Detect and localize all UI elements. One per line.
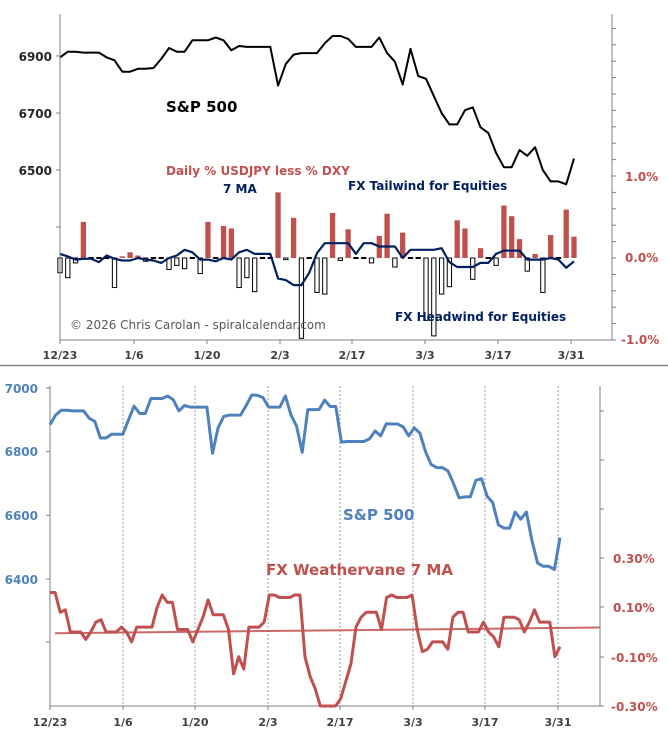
bottom-date-2-3: 2/3: [258, 716, 277, 729]
fx-bar: [330, 213, 335, 258]
top-ma-label: 7 MA: [223, 182, 257, 196]
bottom-fx-line: [50, 593, 560, 707]
fx-bar: [96, 257, 101, 259]
fx-bar: [439, 258, 443, 294]
fx-bar: [66, 258, 70, 278]
top-spx-label: S&P 500: [166, 98, 237, 116]
fx-bar: [120, 256, 125, 258]
fx-bar: [353, 257, 358, 259]
fx-bar: [175, 258, 179, 265]
fx-bar: [509, 216, 514, 258]
fx-bar: [532, 254, 537, 258]
top-headwind-label: FX Headwind for Equities: [395, 310, 566, 324]
bottom-right-tick-neg0.30: -0.30%: [611, 700, 658, 714]
fx-bar: [323, 258, 327, 294]
bottom-left-tick-6600: 6600: [5, 509, 38, 523]
fx-bar: [408, 257, 413, 259]
fx-bar: [478, 248, 483, 258]
fx-bar: [564, 210, 569, 258]
bottom-date-3-3: 3/3: [403, 716, 422, 729]
chart-canvas: 6900 6700 6500 1.0% 0.0% -1.0% 12/23 1/6…: [0, 0, 668, 737]
bottom-left-tick-6800: 6800: [5, 445, 38, 459]
top-date-1-6: 1/6: [124, 349, 144, 362]
fx-bar: [221, 226, 226, 258]
fx-bar: [338, 258, 342, 260]
fx-bar: [213, 257, 218, 259]
top-spx-line-group: [60, 36, 574, 184]
top-spx-line: [60, 36, 574, 184]
top-left-tick-6700: 6700: [19, 107, 52, 121]
top-date-1-20: 1/20: [194, 349, 221, 362]
bottom-left-tick-6400: 6400: [5, 573, 38, 587]
top-date-2-3: 2/3: [270, 349, 289, 362]
top-date-12-23: 12/23: [43, 349, 78, 362]
fx-bar: [462, 228, 467, 258]
top-tailwind-label: FX Tailwind for Equities: [348, 179, 507, 193]
fx-bar: [284, 258, 288, 260]
bottom-axes: [46, 386, 604, 710]
fx-bar: [81, 222, 86, 258]
top-axes: [56, 14, 616, 344]
top-right-tick-0pct: 0.0%: [625, 251, 658, 265]
top-date-2-17: 2/17: [339, 349, 366, 362]
bottom-fx-label: FX Weathervane 7 MA: [266, 561, 453, 579]
top-date-3-3: 3/3: [415, 349, 434, 362]
top-chart: 6900 6700 6500 1.0% 0.0% -1.0% 12/23 1/6…: [19, 14, 660, 362]
fx-bar: [182, 258, 186, 269]
fx-bar: [205, 222, 210, 258]
fx-bar: [471, 258, 475, 279]
fx-bar: [315, 258, 319, 292]
bottom-date-1-20: 1/20: [182, 716, 209, 729]
top-left-tick-6500: 6500: [19, 164, 52, 178]
fx-bar: [416, 257, 421, 259]
bottom-date-3-31: 3/31: [545, 716, 572, 729]
fx-bar: [127, 252, 132, 258]
fx-bar: [151, 257, 156, 259]
copyright-text: © 2026 Chris Carolan - spiralcalendar.co…: [70, 318, 326, 332]
bottom-date-2-17: 2/17: [327, 716, 354, 729]
fx-bar: [361, 257, 366, 259]
fx-bar: [548, 235, 553, 258]
fx-bar: [253, 258, 257, 292]
bottom-spx-label: S&P 500: [343, 506, 414, 524]
bottom-date-1-6: 1/6: [113, 716, 133, 729]
fx-bar: [237, 258, 241, 288]
bottom-spx-line: [50, 395, 560, 570]
top-date-3-31: 3/31: [558, 349, 585, 362]
bottom-right-tick-neg0.10: -0.10%: [611, 651, 658, 665]
bottom-right-tick-0.30: 0.30%: [613, 552, 655, 566]
fx-bar: [291, 218, 296, 258]
top-left-tick-6900: 6900: [19, 50, 52, 64]
top-date-3-17: 3/17: [485, 349, 512, 362]
fx-bar: [112, 258, 116, 288]
fx-bar: [393, 258, 397, 267]
fx-bar: [229, 228, 234, 258]
fx-bar: [190, 257, 195, 259]
fx-bar: [159, 257, 164, 259]
bottom-date-3-17: 3/17: [472, 716, 499, 729]
fx-bar: [571, 237, 576, 258]
bottom-left-tick-7000: 7000: [5, 382, 38, 396]
bottom-chart: 7000 6800 6600 6400 0.30% 0.10% -0.10% -…: [5, 382, 658, 729]
fx-bar: [369, 258, 373, 263]
fx-bar: [494, 258, 498, 265]
fx-bar: [541, 258, 545, 292]
fx-bar: [432, 258, 436, 336]
top-right-tick-neg1pct: -1.0%: [621, 333, 659, 347]
fx-bar: [260, 257, 265, 259]
bottom-date-12-23: 12/23: [33, 716, 68, 729]
fx-bar: [384, 214, 389, 258]
bottom-fx-line-group: [50, 593, 560, 707]
fx-bar: [307, 257, 312, 259]
fx-bar: [517, 239, 522, 258]
fx-bar: [245, 258, 249, 278]
top-right-tick-1pct: 1.0%: [625, 170, 658, 184]
bottom-spx-line-group: [50, 395, 560, 570]
top-fx-title: Daily % USDJPY less % DXY: [166, 164, 350, 178]
fx-bar: [275, 192, 280, 258]
fx-bar: [486, 257, 491, 259]
bottom-right-tick-0.10: 0.10%: [613, 601, 655, 615]
fx-bar: [455, 220, 460, 258]
